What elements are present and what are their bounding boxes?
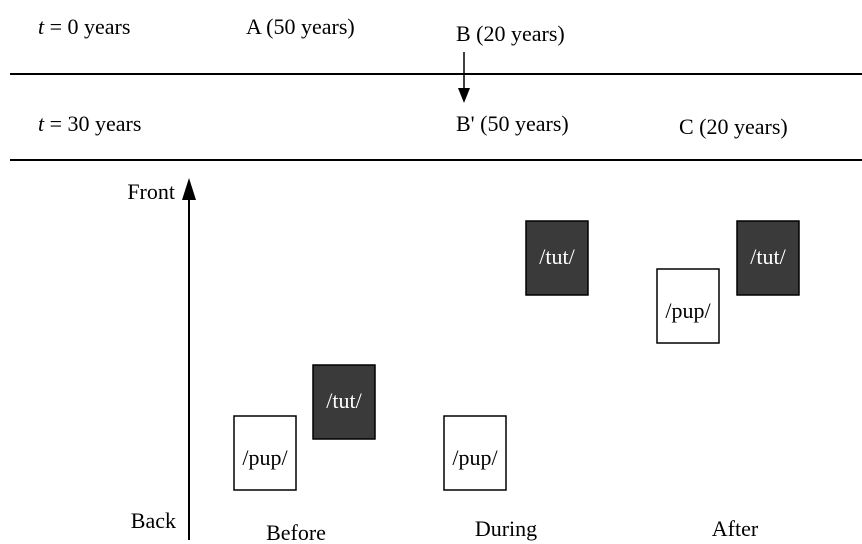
- box-label: /tut/: [750, 244, 786, 269]
- item: B' (50 years): [456, 111, 569, 136]
- box-label: /tut/: [326, 388, 362, 413]
- stage-label: After: [712, 516, 759, 541]
- item: B (20 years): [456, 21, 565, 46]
- box: [443, 415, 507, 491]
- box: [233, 415, 297, 491]
- axis-label: Front: [127, 179, 175, 204]
- stage-label: Before: [266, 520, 326, 544]
- row-label: t = 30 years: [38, 111, 141, 136]
- variable: t: [38, 14, 45, 39]
- item: A (50 years): [246, 14, 355, 39]
- box: [656, 268, 720, 344]
- variable: t: [38, 111, 45, 136]
- axis-head: [182, 178, 196, 200]
- arrow-head: [458, 88, 470, 103]
- axis-label: Back: [131, 508, 176, 533]
- item: C (20 years): [679, 114, 788, 139]
- box: [525, 220, 589, 296]
- box: [312, 364, 376, 440]
- box: [736, 220, 800, 296]
- box-label: /pup/: [665, 298, 711, 323]
- row-label: t = 0 years: [38, 14, 130, 39]
- stage-label: During: [475, 516, 537, 541]
- box-label: /pup/: [452, 445, 498, 470]
- label-rest: = 0 years: [44, 14, 130, 39]
- box-label: /tut/: [539, 244, 575, 269]
- box-label: /pup/: [242, 445, 288, 470]
- label-rest: = 30 years: [44, 111, 141, 136]
